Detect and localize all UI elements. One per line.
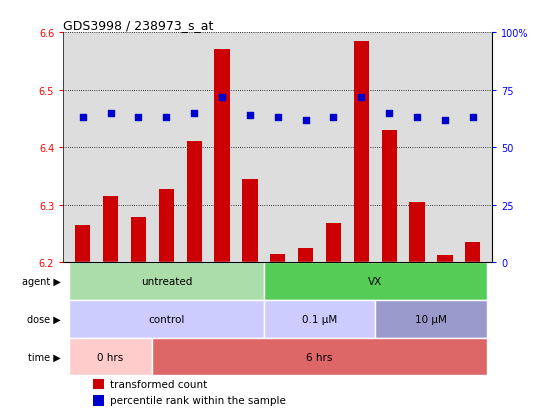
Bar — [375, 300, 487, 338]
Bar — [264, 300, 375, 338]
Bar — [94, 379, 104, 389]
Bar — [437, 255, 453, 263]
Text: 6 hrs: 6 hrs — [306, 352, 333, 362]
Text: dose ▶: dose ▶ — [27, 314, 60, 324]
Text: time ▶: time ▶ — [28, 352, 60, 362]
Point — [218, 94, 227, 101]
Text: 0.1 μM: 0.1 μM — [302, 314, 337, 324]
Bar — [94, 395, 104, 406]
Bar — [382, 131, 397, 263]
Bar — [465, 242, 480, 263]
Bar — [103, 197, 118, 263]
Point — [273, 115, 282, 121]
Point — [106, 110, 115, 117]
Text: transformed count: transformed count — [111, 379, 208, 389]
Text: 10 μM: 10 μM — [415, 314, 447, 324]
Bar — [69, 300, 264, 338]
Point — [245, 112, 254, 119]
Point — [441, 117, 449, 123]
Text: VX: VX — [368, 277, 382, 287]
Bar — [242, 180, 257, 263]
Point — [412, 115, 421, 121]
Point — [134, 115, 143, 121]
Bar — [326, 224, 341, 263]
Bar — [75, 225, 90, 263]
Bar — [69, 338, 152, 375]
Bar — [270, 254, 285, 263]
Point — [190, 110, 199, 117]
Bar — [409, 202, 425, 263]
Point — [162, 115, 170, 121]
Point — [385, 110, 394, 117]
Bar — [354, 42, 369, 263]
Point — [357, 94, 366, 101]
Text: untreated: untreated — [141, 277, 192, 287]
Text: percentile rank within the sample: percentile rank within the sample — [111, 395, 287, 405]
Text: GDS3998 / 238973_s_at: GDS3998 / 238973_s_at — [63, 19, 213, 32]
Point — [301, 117, 310, 123]
Text: 0 hrs: 0 hrs — [97, 352, 124, 362]
Bar — [214, 50, 230, 263]
Bar — [264, 263, 487, 300]
Bar — [131, 218, 146, 263]
Bar — [158, 189, 174, 263]
Bar — [298, 248, 314, 263]
Bar — [152, 338, 487, 375]
Point — [329, 115, 338, 121]
Bar — [186, 142, 202, 263]
Text: control: control — [148, 314, 184, 324]
Bar — [69, 263, 264, 300]
Text: agent ▶: agent ▶ — [21, 277, 60, 287]
Point — [469, 115, 477, 121]
Point — [78, 115, 87, 121]
